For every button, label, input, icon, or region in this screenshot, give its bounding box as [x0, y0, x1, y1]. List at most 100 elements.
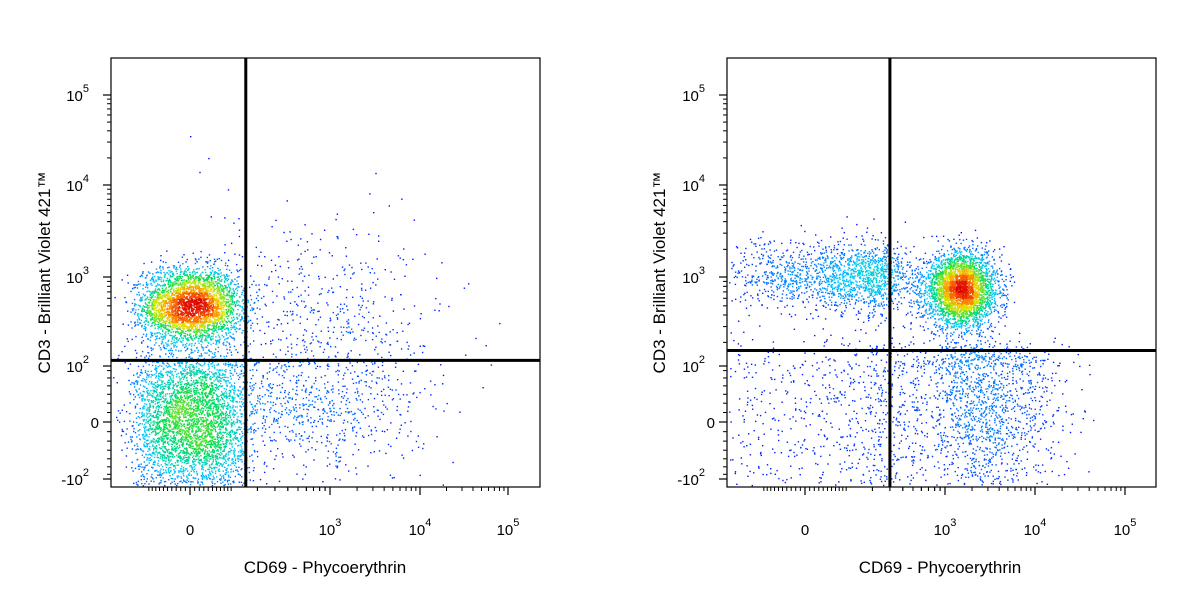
event-dot — [141, 341, 143, 343]
event-dot — [199, 330, 201, 332]
event-dot — [231, 297, 234, 299]
event-dot — [153, 396, 155, 398]
event-dot — [157, 302, 160, 304]
event-dot — [223, 370, 226, 372]
event-dot — [235, 321, 237, 324]
event-dot — [232, 404, 234, 407]
event-dot — [234, 305, 237, 308]
event-dot — [237, 460, 239, 462]
event-dot — [135, 304, 137, 306]
event-dot — [151, 318, 154, 321]
event-dot — [149, 299, 152, 302]
event-dot — [189, 311, 191, 314]
event-dot — [219, 420, 222, 422]
event-dot — [168, 300, 170, 303]
event-dot — [174, 445, 176, 447]
event-dot — [165, 320, 168, 322]
event-dot — [192, 287, 194, 289]
event-dot — [206, 266, 209, 268]
event-dot — [160, 386, 162, 388]
event-dot — [151, 334, 153, 337]
event-dot — [231, 300, 234, 303]
event-dot — [201, 341, 203, 343]
event-dot — [235, 469, 237, 471]
event-dot — [230, 384, 233, 386]
event-dot — [153, 441, 155, 443]
event-dot — [182, 408, 185, 411]
event-dot — [134, 325, 136, 327]
event-dot — [161, 341, 163, 343]
event-dot — [196, 333, 198, 336]
event-dot — [213, 286, 215, 289]
event-dot — [157, 471, 159, 473]
event-dot — [146, 412, 148, 414]
event-dot — [172, 335, 174, 337]
event-dot — [220, 259, 223, 262]
event-dot — [241, 432, 244, 435]
event-dot — [203, 301, 206, 303]
event-dot — [170, 347, 172, 350]
event-dot — [153, 480, 155, 483]
event-dot — [146, 304, 148, 306]
event-dot — [169, 274, 172, 277]
event-dot — [197, 285, 200, 287]
event-dot — [176, 417, 179, 419]
event-dot — [209, 267, 211, 270]
event-dot — [127, 367, 129, 370]
event-dot — [192, 437, 194, 439]
event-dot — [223, 314, 225, 316]
event-dot — [170, 334, 172, 337]
event-dot — [151, 308, 153, 311]
event-dot — [196, 298, 199, 301]
event-dot — [160, 271, 162, 274]
event-dot — [186, 377, 188, 379]
event-dot — [237, 308, 239, 311]
event-dot — [173, 267, 175, 269]
event-dot — [165, 365, 168, 367]
event-dot — [189, 445, 192, 447]
event-dot — [155, 312, 157, 314]
event-dot — [175, 432, 178, 434]
event-dot — [168, 297, 171, 299]
event-dot — [185, 320, 187, 322]
event-dot — [207, 336, 210, 338]
event-dot — [212, 304, 214, 306]
event-dot — [187, 277, 189, 279]
event-dot — [195, 280, 197, 282]
event-dot — [207, 313, 209, 315]
event-dot — [160, 335, 162, 338]
event-dot — [145, 422, 147, 424]
event-dot — [198, 288, 200, 291]
event-dot — [216, 364, 218, 366]
event-dot — [206, 292, 209, 295]
event-dot — [199, 297, 201, 299]
event-dot — [147, 311, 149, 313]
event-dot — [185, 419, 188, 422]
event-dot — [196, 261, 198, 263]
event-dot — [222, 302, 224, 304]
event-dot — [202, 424, 205, 426]
event-dot — [146, 310, 148, 312]
event-dot — [172, 478, 174, 480]
event-dot — [155, 372, 157, 375]
event-dot — [146, 315, 149, 317]
event-dot — [172, 273, 174, 276]
event-dot — [211, 352, 214, 355]
event-dot — [187, 275, 190, 278]
event-dot — [140, 394, 143, 396]
event-dot — [186, 462, 188, 464]
event-dot — [162, 376, 164, 378]
event-dot — [208, 282, 210, 284]
event-dot — [169, 313, 171, 316]
event-dot — [242, 309, 244, 311]
event-dot — [168, 344, 170, 347]
event-dot — [221, 403, 224, 405]
event-dot — [198, 286, 200, 289]
event-dot — [177, 331, 180, 333]
event-dot — [173, 344, 175, 346]
event-dot — [218, 319, 220, 321]
event-dot — [218, 269, 220, 272]
event-dot — [216, 319, 218, 322]
event-dot — [207, 305, 209, 307]
event-dot — [172, 325, 174, 327]
